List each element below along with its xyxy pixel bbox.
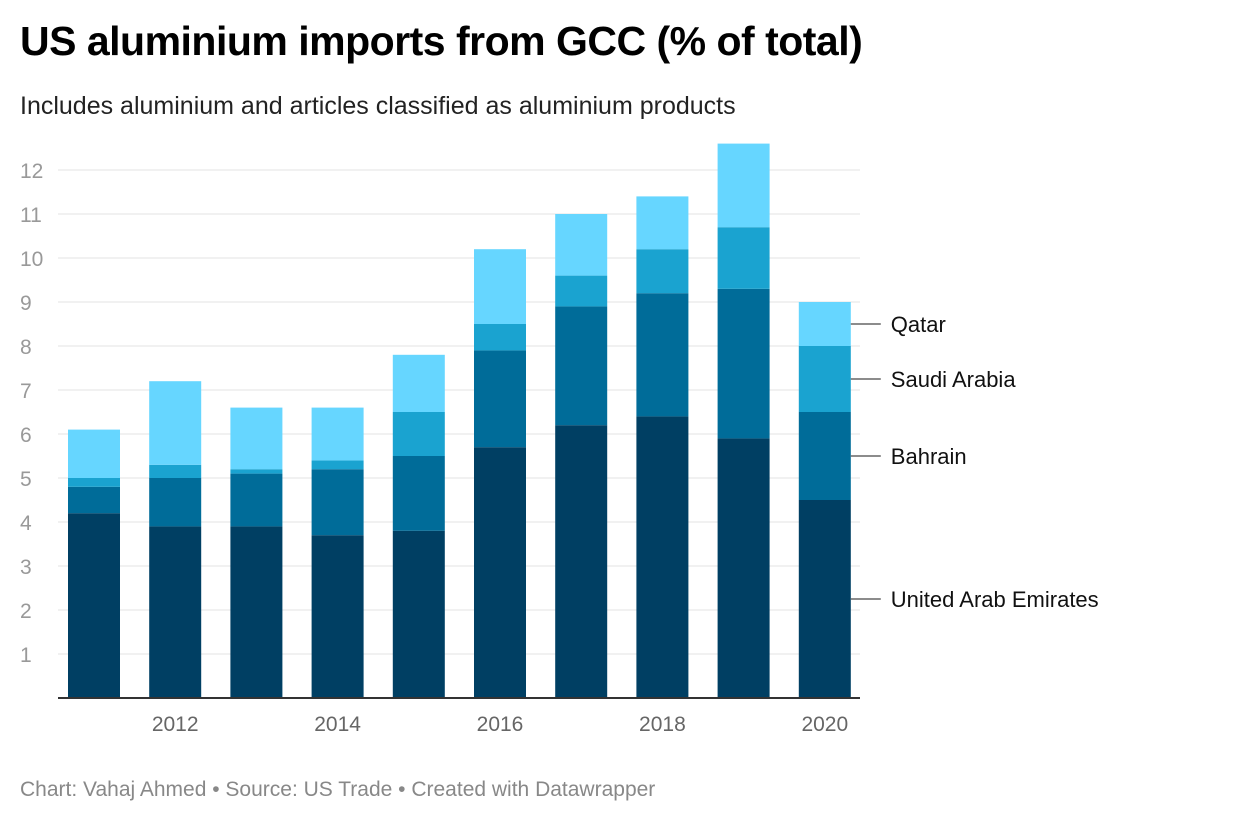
x-tick-label-2016: 2016: [477, 713, 524, 736]
bar-2011-qatar: [68, 429, 120, 478]
x-tick-label-2014: 2014: [314, 713, 361, 736]
bar-2017-saudi-arabia: [555, 275, 608, 307]
bar-2020-saudi-arabia: [798, 346, 851, 412]
bar-2019-bahrain: [717, 288, 770, 439]
bar-2018-bahrain: [636, 293, 689, 417]
bar-2014-united-arab-emirates: [311, 535, 364, 698]
y-tick-label-4: 4: [20, 512, 32, 535]
legend-label-qatar: Qatar: [891, 312, 946, 337]
x-tick-label-2012: 2012: [152, 713, 199, 736]
bar-2011-saudi-arabia: [68, 478, 120, 487]
bar-2012-saudi-arabia: [149, 464, 202, 478]
bar-2014-bahrain: [311, 469, 364, 536]
bar-2019-united-arab-emirates: [717, 438, 770, 698]
bar-2016-saudi-arabia: [474, 324, 526, 351]
bar-2013-united-arab-emirates: [230, 526, 283, 698]
bar-2015-saudi-arabia: [392, 412, 445, 456]
bar-2020-bahrain: [798, 412, 851, 500]
chart-title: US aluminium imports from GCC (% of tota…: [20, 18, 863, 64]
bar-2017-qatar: [555, 214, 608, 276]
y-tick-label-5: 5: [20, 468, 32, 491]
bar-2016-united-arab-emirates: [474, 447, 526, 698]
bar-2018-saudi-arabia: [636, 249, 689, 294]
legend-label-saudi-arabia: Saudi Arabia: [891, 367, 1017, 392]
bar-2014-saudi-arabia: [311, 460, 364, 470]
bar-2011-united-arab-emirates: [68, 513, 120, 698]
bar-2020-united-arab-emirates: [798, 500, 851, 698]
bar-2012-qatar: [149, 381, 202, 465]
chart-footer: Chart: Vahaj Ahmed • Source: US Trade • …: [20, 778, 656, 801]
bar-2013-saudi-arabia: [230, 469, 283, 474]
bar-2015-bahrain: [392, 456, 445, 531]
y-tick-label-3: 3: [20, 556, 32, 579]
y-tick-label-11: 11: [20, 204, 42, 227]
bar-2013-qatar: [230, 407, 283, 470]
bar-2016-bahrain: [474, 350, 526, 448]
bar-2017-bahrain: [555, 306, 608, 426]
legend-label-bahrain: Bahrain: [891, 444, 967, 469]
chart-subtitle: Includes aluminium and articles classifi…: [20, 92, 736, 120]
x-tick-label-2020: 2020: [801, 713, 848, 736]
bar-2018-united-arab-emirates: [636, 416, 689, 698]
y-tick-label-12: 12: [20, 160, 43, 183]
y-tick-label-2: 2: [20, 600, 32, 623]
bar-2018-qatar: [636, 196, 689, 250]
bar-2016-qatar: [474, 249, 526, 324]
bar-2020-qatar: [798, 302, 851, 346]
y-tick-label-6: 6: [20, 424, 32, 447]
y-tick-label-7: 7: [20, 380, 32, 403]
bar-2019-qatar: [717, 143, 770, 228]
y-tick-label-10: 10: [20, 248, 43, 271]
bar-2012-united-arab-emirates: [149, 526, 202, 698]
y-tick-label-8: 8: [20, 336, 32, 359]
bar-2012-bahrain: [149, 478, 202, 527]
bar-2013-bahrain: [230, 473, 283, 527]
bar-2011-bahrain: [68, 486, 120, 514]
x-tick-label-2018: 2018: [639, 713, 686, 736]
y-tick-label-1: 1: [20, 644, 32, 667]
legend-label-united-arab-emirates: United Arab Emirates: [891, 587, 1099, 612]
bar-2015-qatar: [392, 354, 445, 412]
bar-2019-saudi-arabia: [717, 227, 770, 289]
y-tick-label-9: 9: [20, 292, 32, 315]
bar-2014-qatar: [311, 407, 364, 461]
bar-2017-united-arab-emirates: [555, 425, 608, 698]
bar-2015-united-arab-emirates: [392, 530, 445, 698]
